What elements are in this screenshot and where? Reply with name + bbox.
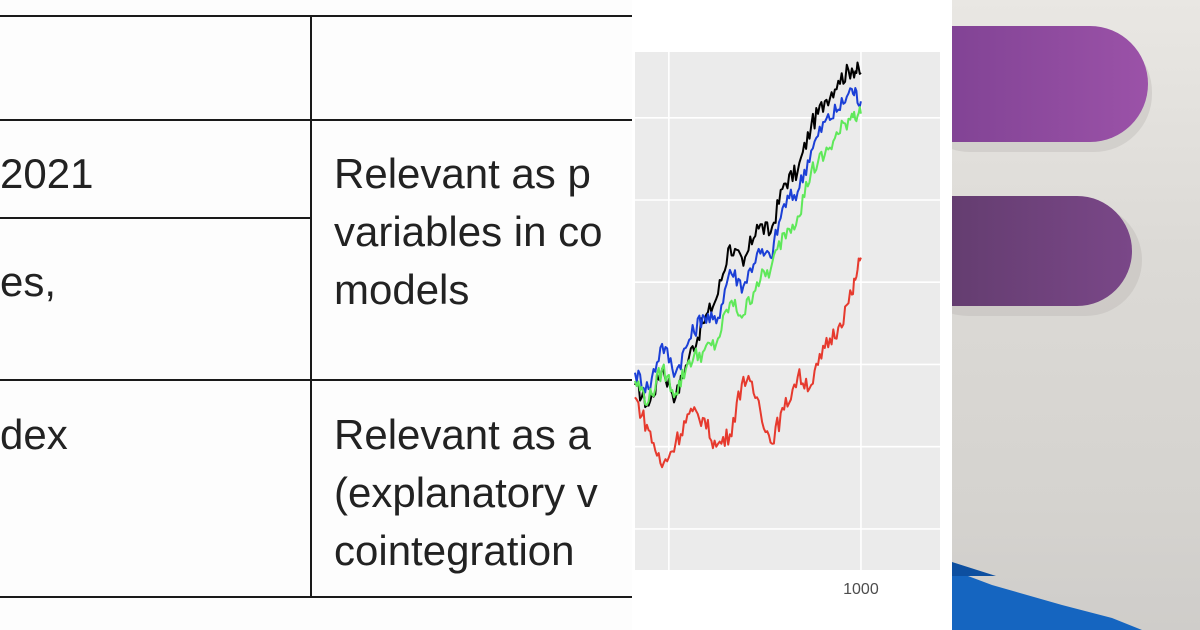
table-cell-row3-right: Relevant as a (explanatory v cointegrati… (334, 411, 598, 574)
series-line-green (634, 106, 862, 406)
table-rule (0, 217, 312, 219)
stacked-bars-logo-icon (952, 26, 1152, 630)
logo-bar-middle (952, 196, 1132, 306)
table-rule-top (0, 15, 632, 17)
chart-fragment: 1000 (632, 0, 952, 630)
plot-background (635, 52, 940, 570)
table-cell-row3-left: dex (0, 411, 68, 458)
line-chart: 1000 (634, 52, 940, 598)
logo-bar-top (952, 26, 1148, 142)
table-rule (0, 119, 632, 121)
table-cell-row2-left: es, (0, 258, 57, 305)
series-line-red (634, 257, 862, 469)
table-cell-row1-right: Relevant as p variables in co models (334, 150, 603, 313)
table-cell-row1-left: 2021 (0, 150, 94, 197)
table-fragment: 2021 Relevant as p variables in co model… (0, 15, 632, 598)
table-rule (0, 379, 632, 381)
table-rule-bottom (0, 596, 632, 598)
table-column-divider (310, 15, 312, 598)
series-line-black (634, 61, 862, 409)
x-tick-label: 1000 (843, 581, 879, 598)
photo-fragment (952, 0, 1200, 630)
logo-blue-base (952, 570, 1142, 630)
series-line-blue (634, 87, 862, 394)
